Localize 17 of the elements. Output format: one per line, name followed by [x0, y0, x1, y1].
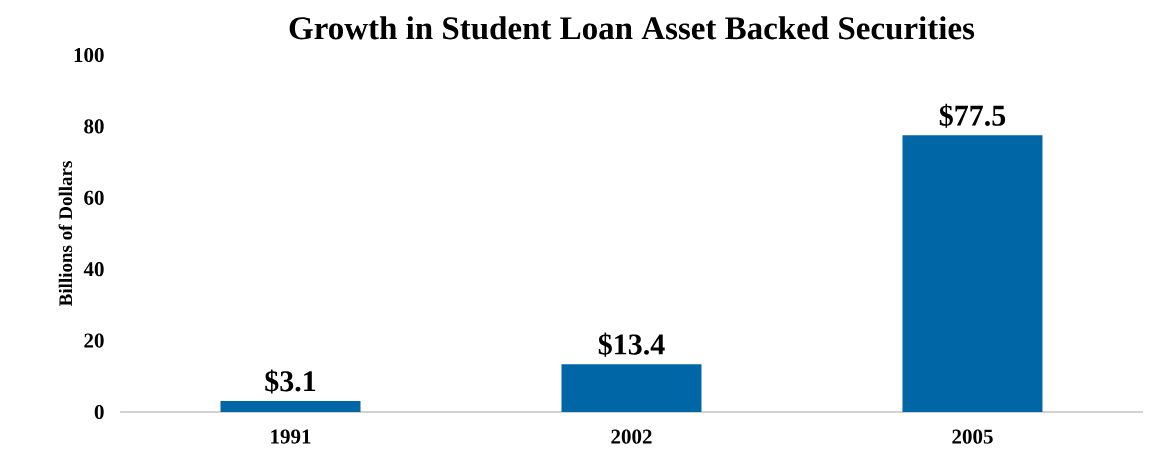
y-tick-label: 80 [84, 119, 104, 134]
chart-title: Growth in Student Loan Asset Backed Securities [289, 16, 975, 40]
y-tick-label: 20 [84, 333, 104, 348]
data-label: $77.5 [939, 103, 1006, 128]
data-label: $13.4 [598, 332, 665, 357]
y-tick-label: 100 [74, 47, 104, 63]
bar [561, 364, 702, 412]
x-tick-label: 1991 [271, 429, 311, 444]
bar [902, 135, 1043, 412]
x-tick-label: 2002 [611, 429, 652, 444]
y-axis-title: Billions of Dollars [58, 161, 73, 307]
y-tick-label: 60 [84, 190, 104, 205]
y-tick-label: 0 [94, 404, 104, 420]
y-tick-label: 40 [83, 262, 104, 277]
x-tick-label: 2005 [952, 429, 993, 444]
data-label: $3.1 [265, 369, 316, 394]
bar [220, 400, 361, 412]
